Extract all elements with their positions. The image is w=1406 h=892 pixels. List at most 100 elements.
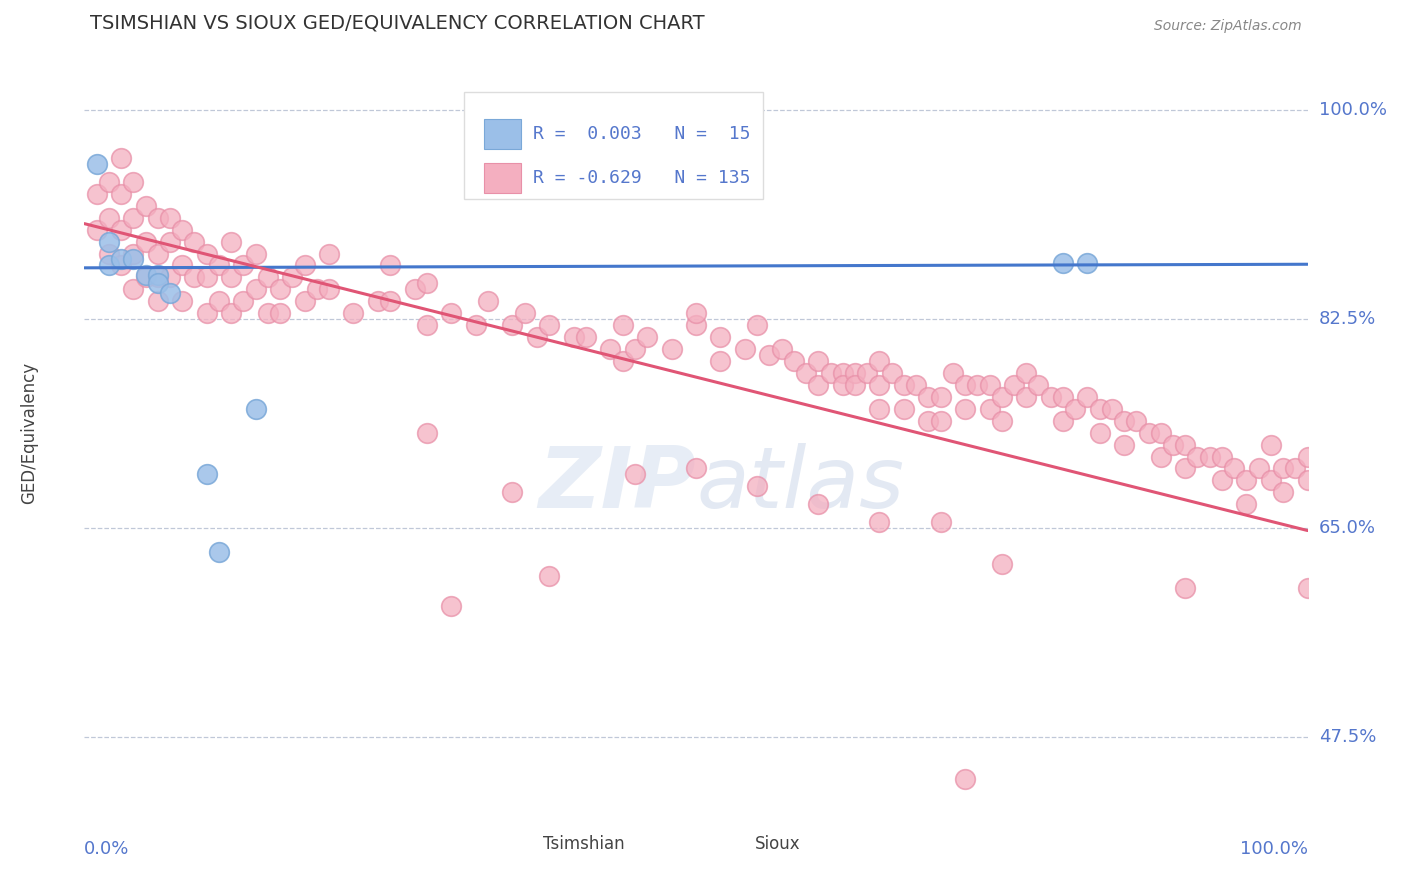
Point [159,270,181,285]
Point [1236,497,1258,511]
Text: 100.0%: 100.0% [1240,840,1308,858]
Point [122,282,145,296]
Text: TSIMSHIAN VS SIOUX GED/EQUIVALENCY CORRELATION CHART: TSIMSHIAN VS SIOUX GED/EQUIVALENCY CORRE… [90,13,704,33]
Point [122,211,145,225]
Point [208,259,231,273]
Point [183,270,205,285]
Point [685,461,707,475]
Point [1125,414,1147,428]
Point [1150,450,1173,464]
Point [917,390,939,404]
Point [195,246,218,260]
Point [1064,401,1087,416]
Point [305,282,328,296]
Point [135,270,157,285]
Point [172,259,194,273]
Point [195,270,218,285]
Point [820,366,842,380]
Point [172,222,194,236]
Point [97,235,120,249]
Point [135,235,157,249]
Point [1015,366,1038,380]
Point [1211,450,1233,464]
Point [1260,474,1282,488]
Text: Sioux: Sioux [755,835,800,853]
Point [991,414,1014,428]
Point [97,246,120,260]
Point [538,318,561,333]
Point [294,259,316,273]
Point [709,330,731,344]
Point [1002,377,1025,392]
Text: R = -0.629   N = 135: R = -0.629 N = 135 [533,169,751,186]
Point [135,268,157,282]
Point [269,282,291,296]
Point [380,259,402,273]
Point [477,294,499,309]
Point [979,401,1001,416]
Point [831,377,853,392]
Point [172,294,194,309]
Point [612,354,634,368]
Point [1076,256,1098,270]
Point [146,268,169,282]
Text: Tsimshian: Tsimshian [543,835,624,853]
Point [624,467,647,482]
Point [416,318,439,333]
Point [281,270,304,285]
Point [159,235,181,249]
Point [245,246,267,260]
Point [624,342,647,356]
Point [502,485,524,500]
Text: R =  0.003   N =  15: R = 0.003 N = 15 [533,125,751,143]
Point [245,401,267,416]
Point [1296,474,1319,488]
Point [159,211,181,225]
Point [416,277,439,291]
Point [831,366,853,380]
Text: GED/Equivalency: GED/Equivalency [20,361,38,504]
Text: 0.0%: 0.0% [84,840,129,858]
Point [953,377,976,392]
Point [257,270,280,285]
Point [1272,461,1295,475]
Point [342,306,364,320]
Point [1198,450,1220,464]
FancyBboxPatch shape [484,119,522,149]
Point [257,306,280,320]
Point [97,175,120,189]
Point [122,252,145,267]
Point [526,330,548,344]
Text: 100.0%: 100.0% [1319,101,1386,120]
Point [404,282,426,296]
Point [1296,450,1319,464]
Point [747,318,769,333]
Text: atlas: atlas [696,443,904,526]
Point [953,772,976,786]
Point [661,342,683,356]
Text: Source: ZipAtlas.com: Source: ZipAtlas.com [1154,19,1302,33]
Point [1015,390,1038,404]
Point [294,294,316,309]
Point [929,390,952,404]
Point [318,246,340,260]
Point [794,366,817,380]
Point [146,277,169,291]
Point [416,425,439,440]
Point [1137,425,1160,440]
Point [464,318,486,333]
Point [929,414,952,428]
Point [146,270,169,285]
Point [1260,437,1282,451]
Point [966,377,988,392]
Point [269,306,291,320]
Point [1039,390,1062,404]
Point [1174,581,1197,595]
Point [942,366,965,380]
Point [440,306,463,320]
Point [219,270,242,285]
Point [219,235,242,249]
Point [869,515,891,529]
Point [770,342,793,356]
Point [1076,390,1098,404]
